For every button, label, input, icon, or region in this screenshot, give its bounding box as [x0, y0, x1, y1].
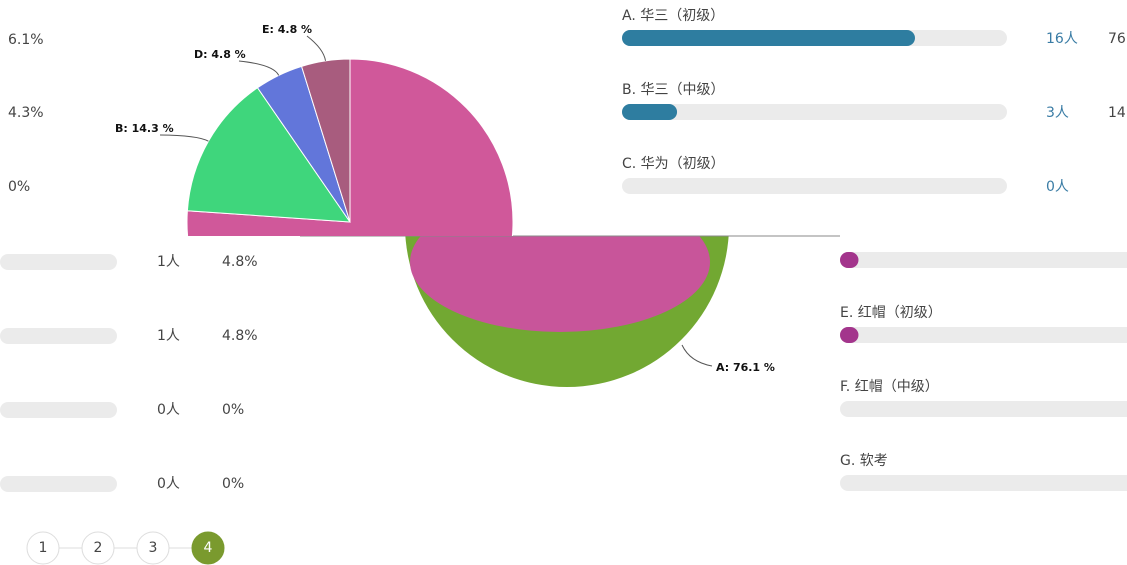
percent-label: 4.8% — [222, 254, 258, 270]
page-button[interactable] — [191, 531, 225, 565]
page-number[interactable]: 3 — [149, 540, 158, 556]
option-label: C. 华为（初级） — [622, 155, 725, 172]
bar-track — [840, 252, 1127, 268]
bar-fill — [840, 252, 859, 268]
bar-fill — [622, 30, 915, 46]
count-label: 1人 — [157, 328, 180, 344]
percent-label: 14 — [1108, 105, 1126, 121]
option-label: E. 红帽（初级） — [840, 304, 942, 321]
percent-label: 76 — [1108, 31, 1126, 47]
bar-track — [0, 254, 117, 270]
bar-fill — [622, 104, 678, 120]
slice-label: D: 4.8 % — [194, 48, 246, 61]
percent-label: 0% — [8, 179, 30, 195]
option-label: B. 华三（中级） — [622, 82, 725, 98]
leader-line — [306, 35, 327, 61]
bar-track — [622, 178, 1007, 194]
page-number[interactable]: 2 — [94, 540, 103, 556]
slice-label: E: 4.8 % — [262, 23, 312, 36]
pie-chart — [186, 58, 514, 236]
percent-label: 0% — [222, 476, 244, 492]
slice-label: B: 14.3 % — [115, 122, 174, 135]
count-label: 0人 — [1046, 179, 1069, 195]
page-number[interactable]: 4 — [204, 540, 213, 556]
bar-track — [0, 328, 117, 344]
bar-track — [840, 475, 1127, 491]
count-label: 0人 — [157, 476, 180, 492]
leader-line — [159, 134, 209, 142]
option-label: G. 软考 — [840, 453, 888, 469]
leader-line — [238, 60, 280, 76]
bar-track — [0, 402, 117, 418]
count-label: 16人 — [1046, 31, 1078, 47]
count-label: 3人 — [1046, 105, 1069, 121]
bar-track — [0, 476, 117, 492]
percent-label: 0% — [222, 402, 244, 418]
bar-fill — [840, 327, 859, 343]
pie-fragment — [410, 236, 710, 332]
pie-slice — [300, 58, 351, 223]
option-label: A. 华三（初级） — [622, 7, 724, 24]
pie-slice — [186, 58, 514, 236]
leader-line — [681, 344, 713, 367]
slice-label: A: 76.1 % — [716, 361, 775, 374]
percent-label: 4.8% — [222, 328, 258, 344]
bar-track — [840, 401, 1127, 417]
percent-label: 6.1% — [8, 32, 44, 48]
bar-track — [622, 104, 1007, 120]
percent-label: 4.3% — [8, 105, 44, 121]
lower-pie-fragment — [405, 236, 729, 387]
option-label: F. 红帽（中级） — [840, 379, 939, 395]
count-label: 0人 — [157, 402, 180, 418]
bar-track — [840, 327, 1127, 343]
page-number[interactable]: 1 — [39, 540, 48, 556]
count-label: 1人 — [157, 254, 180, 270]
